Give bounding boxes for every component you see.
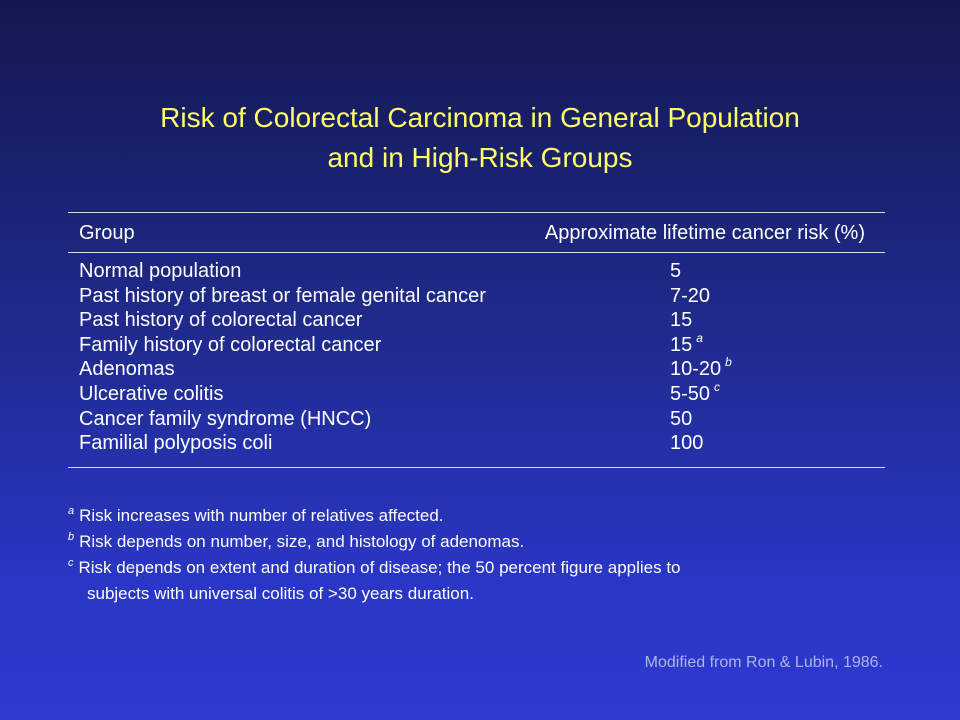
footnote-marker: b (725, 355, 732, 370)
footnote-marker: a (696, 330, 703, 345)
footnote-mark: c (68, 557, 74, 569)
table-row: Past history of breast or female genital… (79, 284, 879, 309)
footnote-text: subjects with universal colitis of >30 y… (87, 584, 474, 603)
column-header-group: Group (79, 222, 135, 244)
slide-title-line-2: and in High-Risk Groups (327, 142, 633, 173)
table-row: Cancer family syndrome (HNCC) 50 (79, 407, 879, 432)
row-risk: 5-50 c (670, 379, 721, 405)
slide-title: Risk of Colorectal Carcinoma in General … (0, 98, 960, 178)
row-group: Ulcerative colitis (79, 382, 224, 405)
row-group: Cancer family syndrome (HNCC) (79, 407, 372, 430)
row-risk: 100 (670, 432, 704, 455)
slide-title-line-1: Risk of Colorectal Carcinoma in General … (160, 102, 800, 133)
table-header-rule (68, 252, 885, 253)
footnote-marker: c (714, 379, 721, 394)
footnote-a: a Risk increases with number of relatives… (68, 503, 681, 529)
table-row: Adenomas 10-20 b (79, 355, 879, 382)
footnote-b: b Risk depends on number, size, and histo… (68, 529, 681, 555)
row-group: Family history of colorectal cancer (79, 333, 382, 356)
row-group: Familial polyposis coli (79, 432, 273, 455)
footnote-text: Risk depends on number, size, and histol… (79, 532, 525, 551)
table-top-rule (68, 212, 885, 213)
row-group: Past history of colorectal cancer (79, 309, 363, 332)
table-row: Normal population 5 (79, 259, 879, 284)
row-risk: 7-20 (670, 284, 711, 307)
table-row: Ulcerative colitis 5-50 c (79, 379, 879, 407)
row-risk: 5 (670, 260, 682, 282)
row-risk: 50 (670, 407, 693, 430)
footnote-c-continuation: subjects with universal colitis of >30 y… (68, 581, 681, 607)
column-header-risk: Approximate lifetime cancer risk (%) (544, 222, 865, 244)
footnote-text: Risk depends on extent and duration of d… (78, 558, 681, 577)
source-citation: Modified from Ron & Lubin, 1986. (644, 654, 883, 671)
table-row: Family history of colorectal cancer 15 a (79, 330, 879, 358)
row-risk: 10-20 b (670, 355, 732, 381)
footnote-text: Risk increases with number of relatives … (79, 506, 444, 525)
row-group: Adenomas (79, 358, 175, 381)
table-row: Familial polyposis coli 100 (79, 431, 879, 456)
footnote-mark: b (68, 531, 75, 543)
table-bottom-rule (68, 467, 885, 468)
table-body: Normal population 5 Past history of brea… (79, 259, 879, 456)
table-row: Past history of colorectal cancer 15 (79, 308, 879, 333)
row-risk: 15 a (670, 330, 703, 356)
row-group: Past history of breast or female genital… (79, 284, 486, 307)
footnote-c: c Risk depends on extent and duration of … (68, 555, 681, 581)
row-group: Normal population (79, 260, 242, 282)
footnotes: a Risk increases with number of relatives… (68, 503, 681, 607)
row-risk: 15 (670, 309, 693, 332)
footnote-mark: a (68, 505, 75, 517)
